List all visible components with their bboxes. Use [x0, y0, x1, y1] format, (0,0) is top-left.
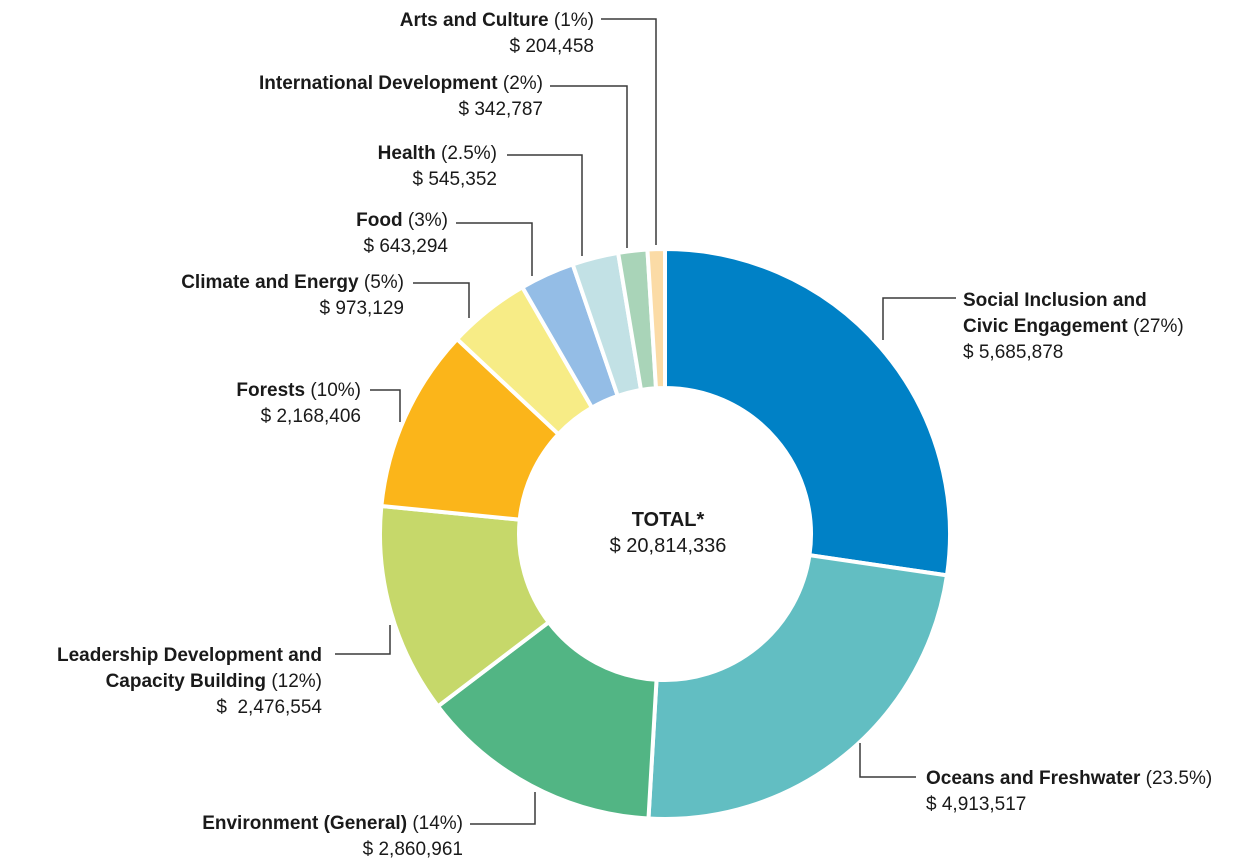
slice-name: Arts and Culture	[399, 10, 549, 31]
slice-amount: $ 973,129	[319, 298, 404, 319]
donut-slice-social-inclusion-and-civic-engagement	[663, 246, 952, 578]
slice-name: Forests	[236, 380, 306, 401]
slice-percent: (12%)	[271, 671, 322, 692]
slice-amount: $ 4,913,517	[926, 794, 1027, 815]
total-value: $ 20,814,336	[609, 535, 727, 557]
slice-label-arts-and-culture: Arts and Culture (1%) $ 204,458	[400, 8, 594, 60]
leader-line-oceans-and-freshwater	[859, 743, 916, 778]
slice-label-forests: Forests (10%) $ 2,168,406	[236, 378, 361, 430]
leader-line-climate-and-energy	[413, 282, 470, 318]
leader-line-leadership-development	[335, 625, 391, 655]
donut-slice-environment-general	[435, 619, 659, 821]
slice-percent: (14%)	[412, 813, 463, 834]
slice-label-leadership-development: Leadership Development and Capacity Buil…	[57, 643, 322, 721]
slice-percent: (23.5%)	[1145, 768, 1213, 789]
slice-name-line2: Civic Engagement	[963, 316, 1128, 337]
slice-amount: $ 545,352	[412, 169, 497, 190]
slice-label-food: Food (3%) $ 643,294	[356, 208, 448, 260]
slice-amount: $ 204,458	[509, 36, 594, 57]
slice-name: Climate and Energy	[181, 272, 359, 293]
leader-line-social-inclusion	[882, 297, 956, 340]
slice-amount: $ 342,787	[458, 99, 543, 120]
slice-amount: $ 5,685,878	[963, 342, 1064, 363]
slice-name: Food	[356, 210, 403, 231]
total-title: TOTAL*	[631, 509, 705, 531]
donut-slice-leadership-development-and-capacity-building	[378, 503, 552, 710]
slice-name-line1: Leadership Development and	[56, 645, 322, 666]
leader-line-food	[456, 222, 533, 276]
leader-line-health	[507, 154, 583, 256]
slice-label-social-inclusion: Social Inclusion and Civic Engagement (2…	[963, 288, 1184, 366]
slice-name: Health	[377, 143, 436, 164]
leader-line-environment-general	[470, 792, 536, 825]
slice-amount: $ 2,476,554	[216, 697, 322, 718]
slice-label-health: Health (2.5%) $ 545,352	[378, 141, 497, 193]
slice-name: International Development	[258, 73, 498, 94]
leader-line-arts-and-culture	[601, 18, 657, 245]
slice-label-oceans-and-freshwater: Oceans and Freshwater (23.5%) $ 4,913,51…	[926, 766, 1212, 818]
slice-name: Environment (General)	[202, 813, 408, 834]
leader-line-forests	[370, 389, 401, 422]
slice-label-international-development: International Development (2%) $ 342,787	[259, 71, 543, 123]
slice-percent: (2%)	[502, 73, 543, 94]
slice-amount: $ 2,860,961	[362, 839, 463, 860]
slice-percent: (5%)	[363, 272, 404, 293]
slice-amount: $ 643,294	[363, 236, 448, 257]
slice-percent: (27%)	[1133, 316, 1184, 337]
total-label: TOTAL* $ 20,814,336	[564, 507, 772, 559]
donut-slice-oceans-and-freshwater	[646, 552, 950, 821]
slice-percent: (2.5%)	[441, 143, 497, 164]
slice-label-climate-and-energy: Climate and Energy (5%) $ 973,129	[181, 270, 404, 322]
slice-percent: (1%)	[553, 10, 594, 31]
slice-name-line2: Capacity Building	[105, 671, 267, 692]
slice-name: Oceans and Freshwater	[926, 768, 1141, 789]
slice-label-environment-general: Environment (General) (14%) $ 2,860,961	[202, 811, 463, 863]
slice-name-line1: Social Inclusion and	[963, 290, 1147, 311]
donut-slice-arts-and-culture	[645, 246, 667, 391]
slice-amount: $ 2,168,406	[260, 406, 361, 427]
leader-line-international-development	[550, 85, 628, 248]
slice-percent: (10%)	[310, 380, 361, 401]
slice-percent: (3%)	[407, 210, 448, 231]
